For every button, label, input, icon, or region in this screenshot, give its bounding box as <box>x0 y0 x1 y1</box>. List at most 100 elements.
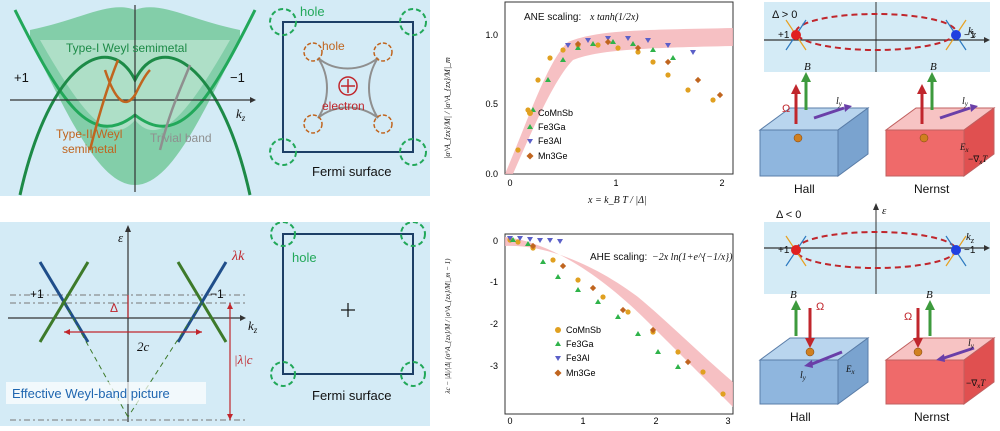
two-c-label: 2c <box>137 339 150 354</box>
b-label: B <box>804 61 811 73</box>
delta-positive-schematic: Δ > 0 kz +1 −1 B Ω ly Hall B ly Ex −∇xT … <box>758 2 996 196</box>
b-field-arrow <box>801 72 811 82</box>
trivial-band-label: Trivial band <box>150 131 212 145</box>
lambda-k-label: λk <box>231 249 245 264</box>
data-point-marker <box>625 309 631 315</box>
ahe-scaling-chart: AHE scaling: −2x ln(1+e^{−1/x}) 0 -1 -2 … <box>444 233 734 426</box>
ly-arrow <box>844 104 852 112</box>
ane-title-formula: x tanh(1/2x) <box>589 12 639 23</box>
data-point-marker <box>575 45 581 50</box>
nernst-block-front <box>885 359 965 405</box>
delta-label: Δ <box>110 301 118 315</box>
data-point-marker <box>630 41 636 46</box>
ly-arrow <box>970 104 978 112</box>
eps-label: ε <box>118 230 124 245</box>
delta-negative-schematic: Δ < 0 ε kz +1 −1 B Ω ly Ex Hall B Ω ly −… <box>758 203 996 424</box>
fermi-surface-box <box>282 233 414 375</box>
ane-ytick: 1.0 <box>485 30 498 40</box>
data-point-marker <box>690 50 696 55</box>
type2-curve-1 <box>88 59 120 151</box>
data-point-marker <box>560 57 566 62</box>
weyl-node-minus <box>951 30 961 40</box>
ly-label: ly <box>962 96 969 108</box>
data-point-marker <box>675 349 681 355</box>
data-point-marker <box>716 91 724 99</box>
ahe-title-formula: −2x ln(1+e^{−1/x}) <box>652 252 733 263</box>
ahe-legend-item: Mn3Ge <box>566 368 596 378</box>
hole-pocket-corner <box>269 8 297 36</box>
effective-weyl-band-diagram: ε λk +1 −1 Δ 2c |λ|c kz Effective Weyl-b… <box>6 221 426 422</box>
data-point-marker <box>650 59 656 65</box>
data-point-marker <box>557 239 563 244</box>
data-point-marker <box>547 55 553 61</box>
data-point-marker <box>515 239 521 245</box>
data-point-marker <box>575 287 581 292</box>
hole-pocket-corner <box>269 138 297 166</box>
data-point-marker <box>540 259 546 264</box>
top-left-panel: +1 −1 kz Type-I Weyl semimetal Type-II W… <box>0 0 430 196</box>
data-point-marker <box>595 42 601 48</box>
ly-label: ly <box>968 338 975 350</box>
plus1-label: +1 <box>30 287 44 301</box>
ane-ylabel: |α^A_{zx}/M| / |α^A_{zx}/M|_m <box>443 57 452 159</box>
b-field-arrow <box>791 300 801 310</box>
delta-label: Δ > 0 <box>772 9 797 21</box>
nernst-label: Nernst <box>914 182 950 196</box>
ahe-xtick: 2 <box>653 416 658 426</box>
hall-label: Hall <box>794 182 815 196</box>
data-point-marker <box>720 391 726 397</box>
data-point-marker <box>515 147 521 153</box>
hole-pocket-inner <box>303 42 323 62</box>
data-point-marker <box>710 97 716 103</box>
ly-arrow <box>804 360 813 368</box>
data-point-marker <box>670 55 676 60</box>
ahe-legend-item: CoMnSb <box>566 325 601 335</box>
data-point-marker <box>550 257 556 263</box>
right-bottom-panel: Δ < 0 ε kz +1 −1 B Ω ly Ex Hall B Ω ly −… <box>752 200 1000 426</box>
ahe-legend-item: Fe3Al <box>566 353 590 363</box>
dispersion-bg <box>764 222 990 294</box>
data-point-marker <box>700 369 706 375</box>
ane-scaling-band <box>505 28 733 174</box>
hall-block-front <box>759 359 839 405</box>
ex-label: Ex <box>959 142 970 154</box>
ahe-ytick: 0 <box>493 236 498 246</box>
data-point-marker <box>600 294 606 300</box>
omega-arrow <box>805 338 815 348</box>
hole-pocket-corner <box>400 221 426 247</box>
data-point-marker <box>507 236 513 241</box>
ane-legend-item: Fe3Al <box>538 136 562 146</box>
type2-curve-2 <box>103 69 151 103</box>
data-point-marker <box>665 43 671 48</box>
weyl-node-plus <box>791 245 801 255</box>
data-point-marker <box>685 87 691 93</box>
data-point-marker <box>547 238 553 243</box>
data-point-marker <box>610 39 616 44</box>
data-point-marker <box>527 237 533 242</box>
type2-label-line2: semimetal <box>62 142 117 156</box>
plus1-label: +1 <box>14 70 29 85</box>
data-point-marker <box>615 45 621 51</box>
data-point-marker <box>665 72 671 78</box>
hole-label: hole <box>292 250 317 265</box>
data-point-marker <box>510 237 516 242</box>
hole-pocket-inner <box>373 42 393 62</box>
data-point-marker <box>565 43 571 48</box>
ane-xtick: 0 <box>507 178 512 188</box>
data-point-marker <box>555 274 561 279</box>
ahe-scaling-chart-panel: AHE scaling: −2x ln(1+e^{−1/x}) 0 -1 -2 … <box>438 222 738 426</box>
ly-label: ly <box>800 370 807 382</box>
electron-label: electron <box>322 99 365 113</box>
fermi-surface-label: Fermi surface <box>312 164 391 179</box>
ahe-xtick: 1 <box>580 416 585 426</box>
ahe-ytick: -3 <box>490 361 498 371</box>
data-point-marker <box>635 331 641 336</box>
ahe-title-prefix: AHE scaling: <box>590 252 647 263</box>
ahe-ylabel: λc − |Δ|/|Δ| (σ^A_{zx}/M / |σ^A_{zx}/M|_… <box>444 258 452 395</box>
ly-label: ly <box>836 96 843 108</box>
hole-pocket-corner <box>399 8 427 36</box>
b-field-arrow <box>925 300 935 310</box>
ane-ytick: 0.5 <box>485 99 498 109</box>
right-top-panel: Δ > 0 kz +1 −1 B Ω ly Hall B ly Ex −∇xT … <box>752 0 1000 200</box>
ane-legend-item: CoMnSb <box>538 108 573 118</box>
